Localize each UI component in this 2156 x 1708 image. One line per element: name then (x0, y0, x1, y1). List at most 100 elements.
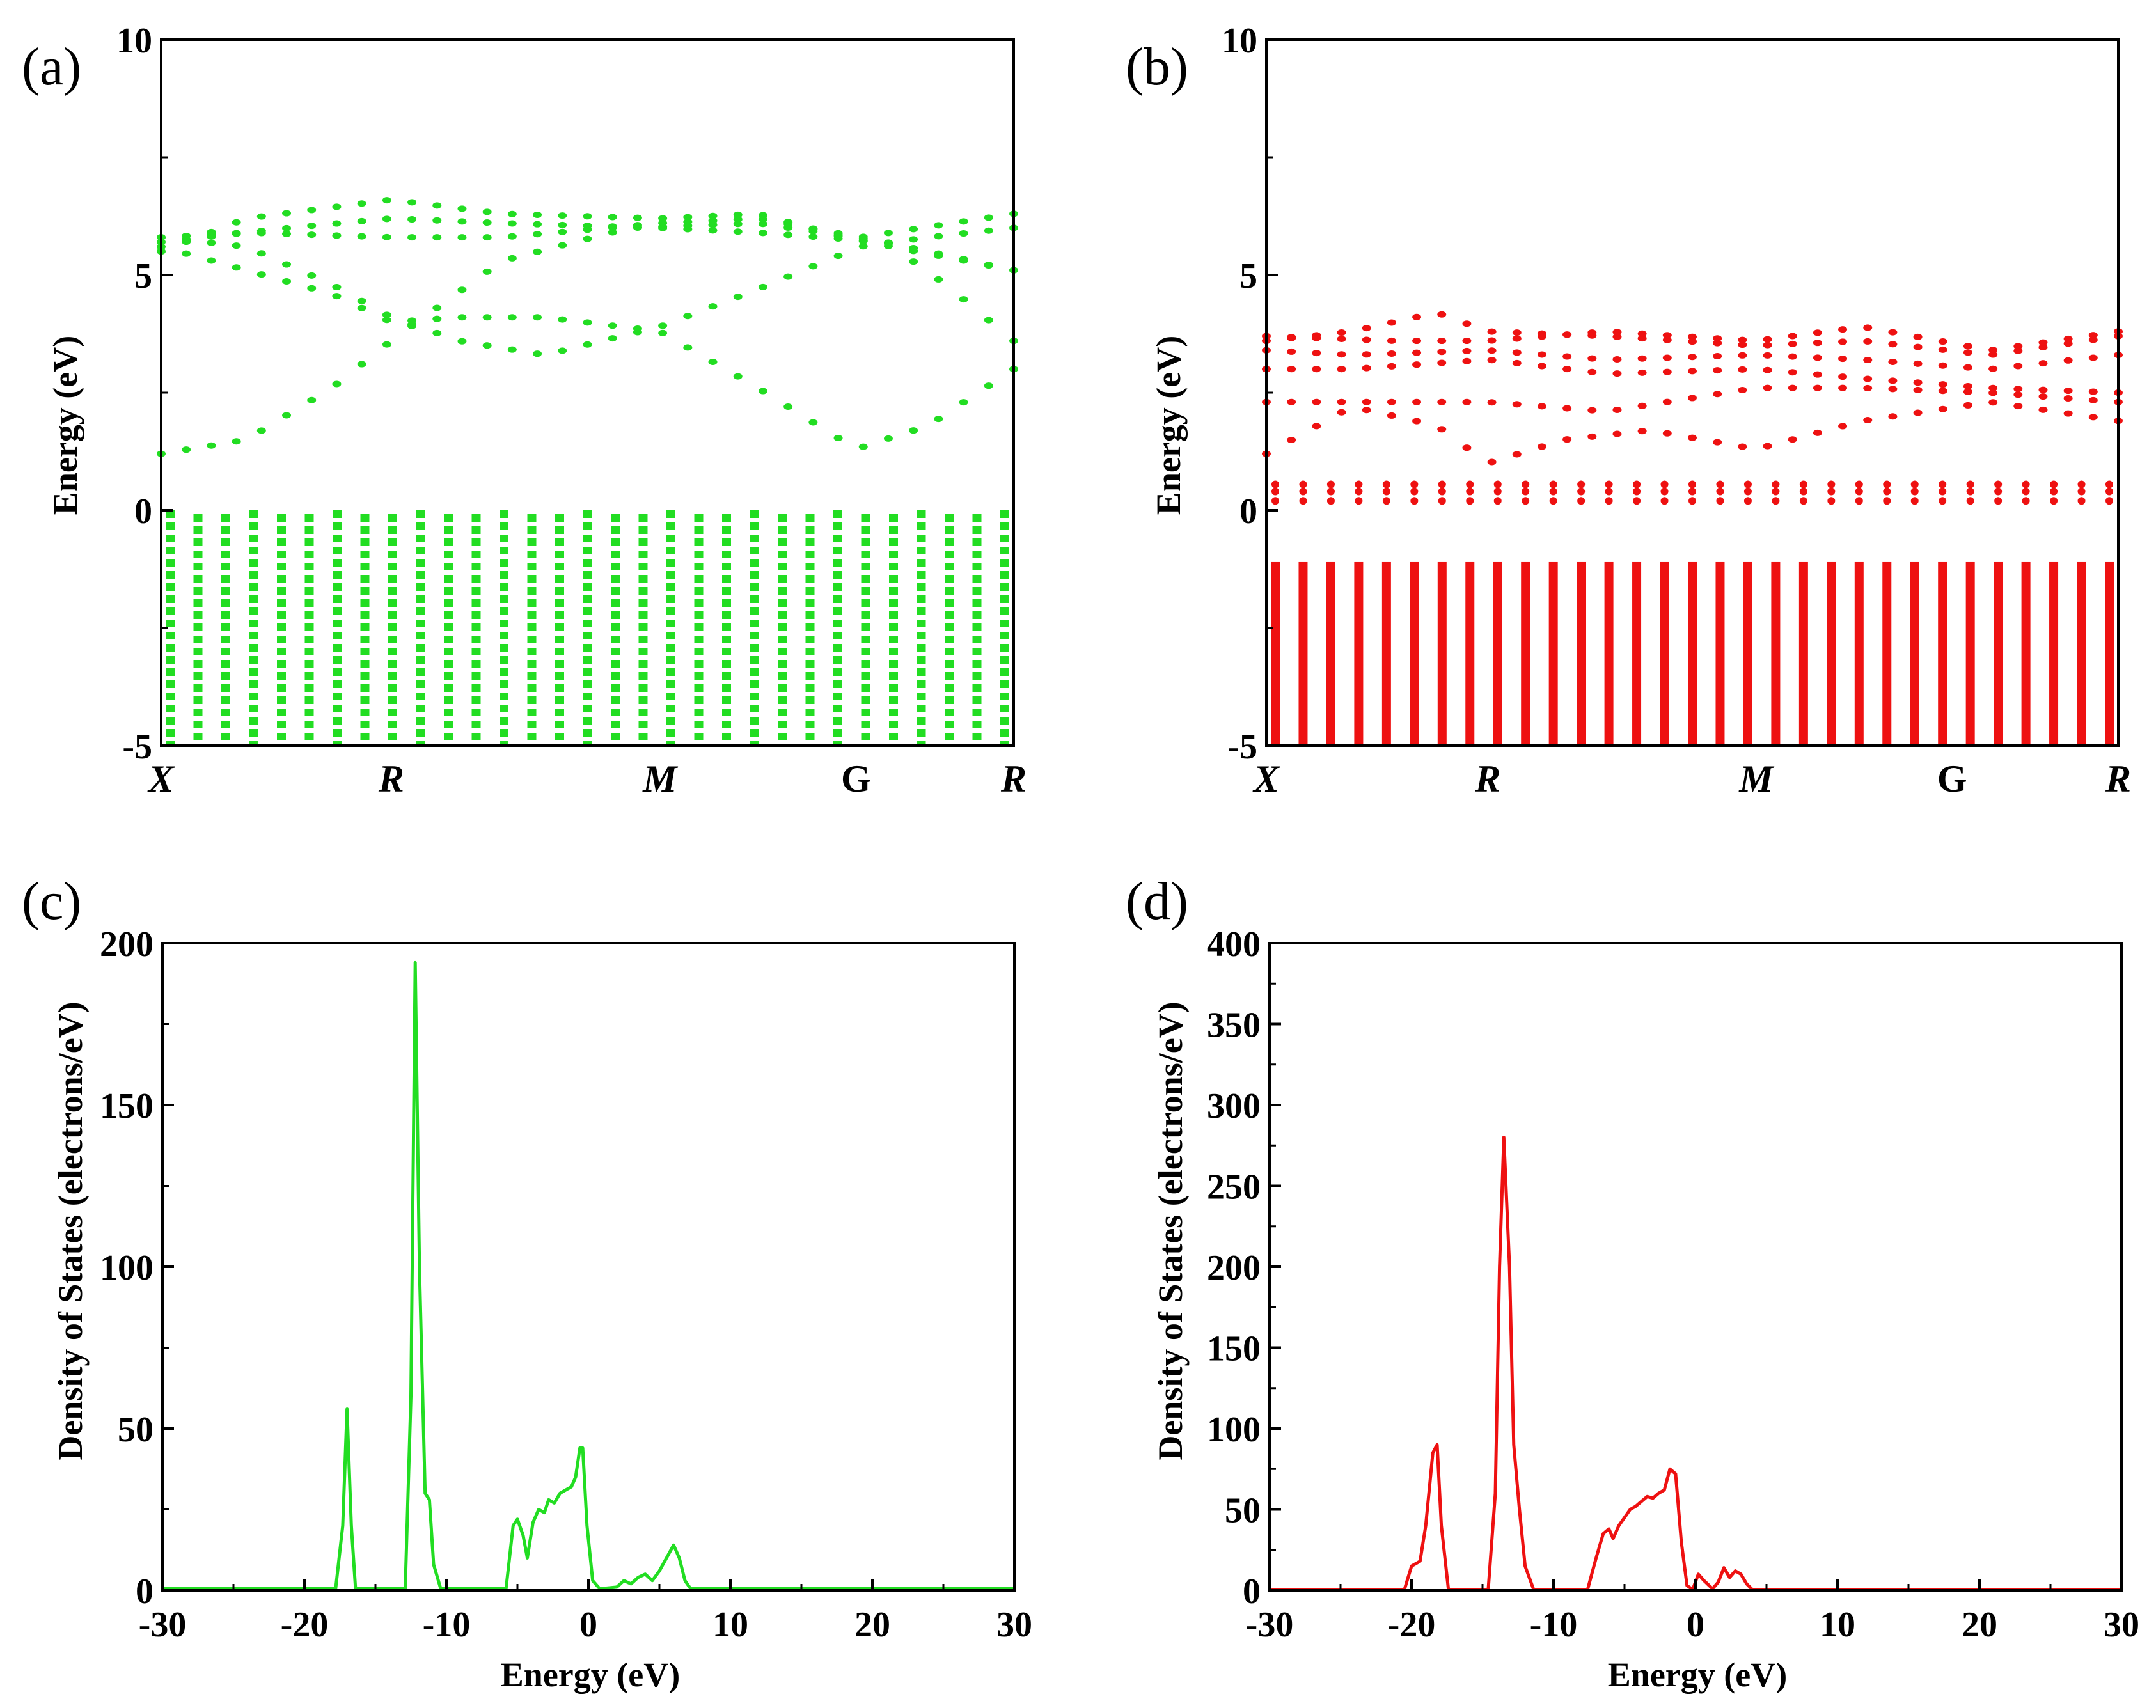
x-tick-label: 0 (579, 1605, 597, 1645)
band-point (1612, 406, 1622, 413)
valence-band-column (1743, 561, 1752, 746)
band-point (1688, 480, 1696, 489)
band-point (1522, 480, 1530, 489)
band-point (909, 427, 918, 434)
band-point (1660, 497, 1669, 505)
band-point (1913, 379, 1923, 386)
band-point (733, 228, 743, 235)
band-point (1688, 395, 1697, 402)
band-point (182, 250, 191, 257)
panel-label-b: (b) (1126, 37, 1188, 97)
band-point (207, 228, 216, 235)
band-point (1939, 497, 1947, 505)
valence-band-column (1381, 561, 1391, 746)
band-point (1437, 426, 1447, 433)
y-tick-label: 50 (118, 1410, 153, 1450)
band-point (1913, 333, 1923, 340)
x-tick-label: 20 (1962, 1605, 1997, 1645)
band-point (1410, 497, 1419, 505)
kpoint-label: R (1474, 758, 1500, 800)
band-point (382, 311, 391, 318)
band-point (1562, 331, 1572, 338)
y-tick-label: 100 (1207, 1410, 1261, 1450)
x-tick-label: 10 (1820, 1605, 1855, 1645)
kpoint-label: G (1937, 758, 1967, 800)
band-point (1438, 480, 1446, 489)
band-point (1537, 443, 1546, 450)
y-tick-label: 10 (1222, 21, 1257, 61)
band-point (1549, 497, 1557, 505)
band-point (232, 219, 241, 226)
band-point (1838, 338, 1848, 345)
band-point (708, 358, 718, 365)
valence-band-column (1577, 561, 1586, 746)
band-point (2063, 395, 2073, 402)
band-point (2077, 480, 2086, 489)
band-point (2038, 406, 2048, 413)
band-point (1838, 356, 1848, 363)
band-point (207, 233, 216, 240)
band-point (1963, 388, 1972, 395)
band-point (1939, 487, 1947, 496)
band-point (608, 223, 617, 230)
band-point (1382, 480, 1390, 489)
band-point (407, 199, 417, 206)
band-point (558, 316, 567, 323)
x-tick-label: -30 (1246, 1605, 1294, 1645)
valence-band-column (2049, 561, 2059, 746)
band-point (232, 230, 241, 237)
band-point (758, 230, 767, 237)
band-point (1788, 333, 1797, 340)
band-point (1863, 417, 1873, 424)
band-point (1988, 351, 1998, 358)
band-point (708, 212, 718, 219)
band-point (1512, 451, 1522, 458)
band-point (457, 218, 467, 225)
band-point (633, 214, 642, 221)
band-point (482, 208, 492, 215)
band-point (2022, 487, 2030, 496)
band-point (984, 382, 993, 389)
band-point (207, 239, 216, 246)
band-point (533, 231, 542, 238)
band-point (1738, 443, 1747, 450)
y-tick-label: 350 (1207, 1006, 1261, 1046)
band-point (1605, 487, 1613, 496)
band-point (1738, 366, 1747, 373)
band-point (708, 217, 718, 224)
band-point (1988, 384, 1998, 391)
band-point (1813, 384, 1822, 391)
band-point (558, 228, 567, 235)
band-point (1287, 334, 1296, 341)
band-point (1612, 430, 1622, 437)
valence-band-column (1660, 561, 1669, 746)
band-point (1938, 362, 1947, 369)
kpoint-label: X (147, 758, 175, 800)
y-tick-label: 5 (1239, 256, 1257, 296)
band-point (282, 412, 292, 419)
band-point (1522, 497, 1530, 505)
band-point (733, 216, 743, 223)
band-point (1412, 338, 1422, 345)
band-point (783, 273, 793, 280)
band-point (1612, 333, 1622, 340)
band-point (2063, 357, 2073, 364)
band-point (457, 286, 467, 294)
valence-band-column (1271, 561, 1280, 746)
band-point (1437, 398, 1447, 405)
band-point (232, 264, 241, 271)
band-point (2038, 393, 2048, 400)
band-point (1994, 480, 2003, 489)
band-point (1287, 348, 1296, 355)
band-point (1838, 326, 1848, 333)
band-point (1763, 341, 1772, 349)
band-point (1988, 399, 1998, 406)
band-point (633, 224, 642, 231)
band-point (1437, 349, 1447, 356)
band-point (256, 213, 266, 220)
band-point (1577, 497, 1586, 505)
band-point (357, 200, 366, 207)
band-point (282, 230, 292, 237)
band-point (533, 350, 542, 357)
valence-band-column (1938, 561, 1947, 746)
